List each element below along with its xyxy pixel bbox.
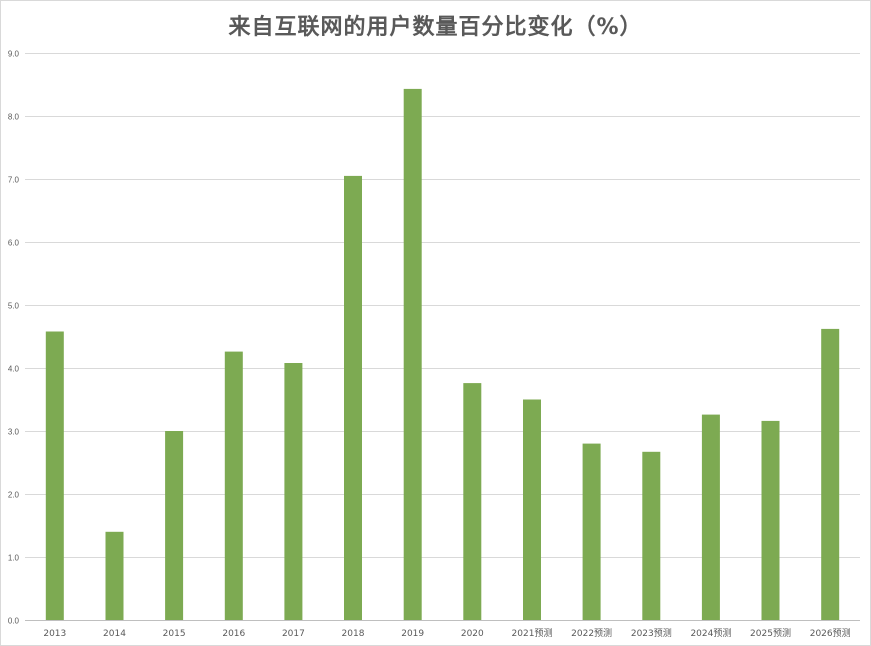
y-tick-label: 5.0 — [8, 302, 20, 311]
x-tick-label: 2013 — [43, 629, 66, 639]
x-tick-label: 2017 — [282, 629, 305, 639]
bar — [821, 328, 840, 620]
x-tick-label: 2016 — [222, 629, 245, 639]
x-tick-label: 2022预测 — [571, 628, 612, 639]
bar — [463, 383, 482, 620]
y-tick-label: 2.0 — [8, 491, 20, 500]
x-tick-label: 2020 — [461, 629, 484, 639]
y-tick-label: 9.0 — [8, 50, 20, 59]
bar — [344, 175, 362, 620]
bar — [761, 420, 780, 620]
x-tick-label: 2014 — [103, 629, 126, 639]
bar — [701, 414, 720, 620]
x-tick-label: 2018 — [342, 629, 365, 639]
x-tick-label: 2019 — [401, 629, 424, 639]
y-tick-label: 0.0 — [8, 617, 20, 626]
x-tick-label: 2023预测 — [631, 628, 672, 639]
y-tick-label: 7.0 — [8, 176, 20, 185]
x-tick-label: 2024预测 — [690, 628, 731, 639]
bars — [45, 88, 840, 620]
bar — [403, 88, 422, 620]
x-tick-label: 2025预测 — [750, 628, 791, 639]
chart-title: 来自互联网的用户数量百分比变化（%） — [228, 15, 643, 40]
x-tick-label: 2021预测 — [512, 628, 553, 639]
y-tick-label: 6.0 — [8, 239, 20, 248]
bar — [582, 443, 601, 620]
bar — [224, 351, 243, 620]
bar — [165, 431, 184, 620]
y-tick-label: 4.0 — [8, 365, 20, 374]
bar — [642, 451, 661, 620]
bar — [284, 363, 303, 620]
x-tick-label: 2015 — [163, 629, 186, 639]
x-tick-label: 2026预测 — [810, 628, 851, 639]
bar — [523, 399, 541, 620]
y-axis-ticks: 0.0 1.0 2.0 3.0 4.0 5.0 6.0 7.0 8.0 9.0 — [8, 50, 20, 626]
y-tick-label: 8.0 — [8, 113, 20, 122]
y-tick-label: 1.0 — [8, 554, 20, 563]
gridlines — [25, 53, 860, 621]
bar — [45, 331, 64, 620]
y-tick-label: 3.0 — [8, 428, 20, 437]
bar — [105, 531, 124, 620]
x-axis-ticks: 2013 2014 2015 2016 2017 2018 2019 2020 2021预测 20… — [43, 628, 850, 639]
